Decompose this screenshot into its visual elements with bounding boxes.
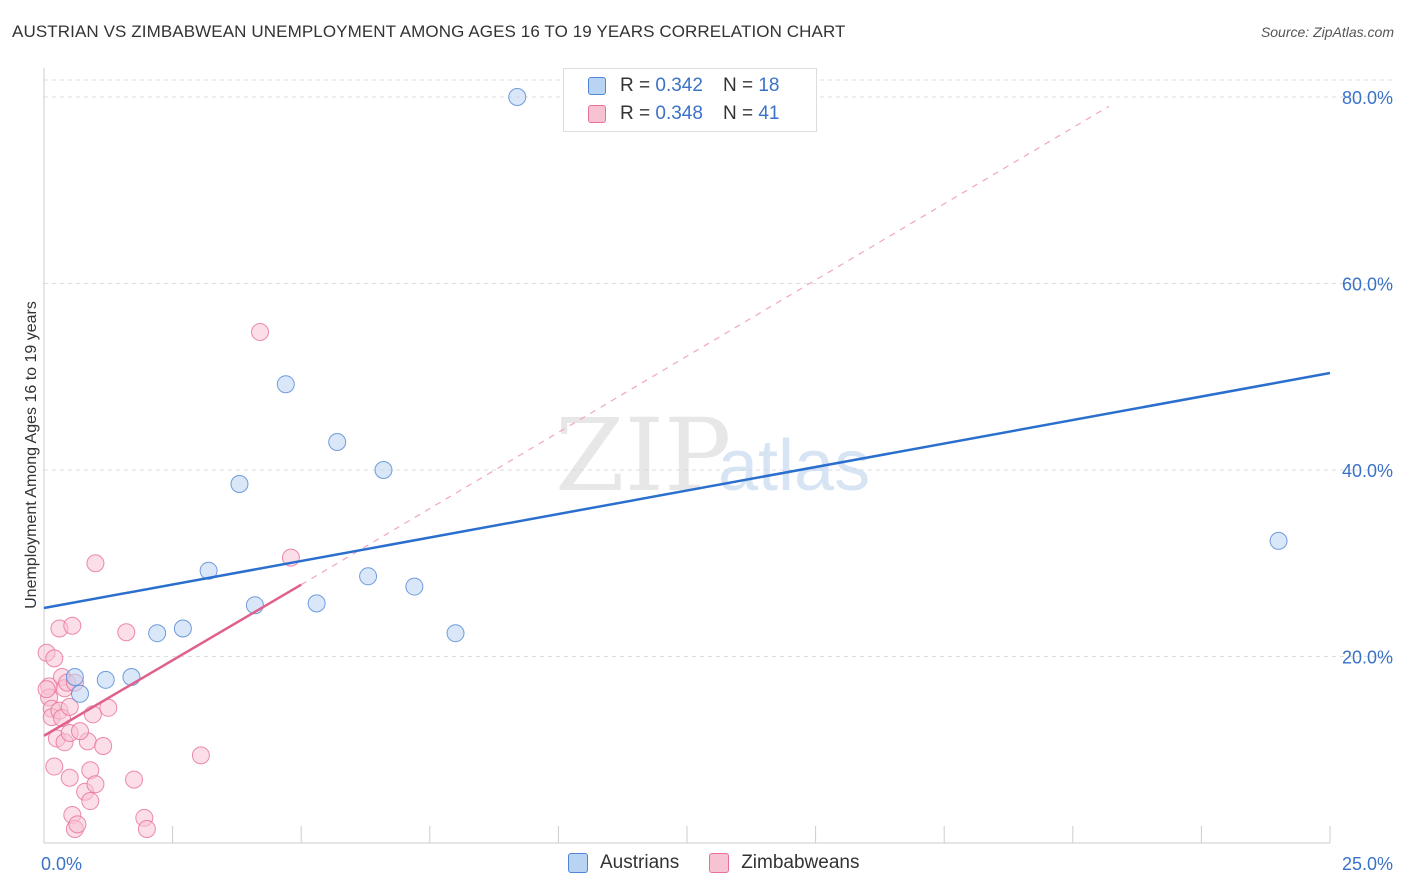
series-legend-austrians: Austrians: [568, 852, 679, 874]
point-zimbabweans: [60, 768, 79, 787]
trend-extension-zimbabweans: [300, 105, 1110, 586]
point-zimbabweans: [45, 757, 64, 776]
series-label-zimbabweans: Zimbabweans: [741, 852, 860, 873]
legend-row-austrians: R = 0.342 N = 18: [588, 74, 779, 98]
point-zimbabweans: [94, 737, 113, 756]
legend-r-value-austrians: 0.342: [655, 75, 703, 96]
point-zimbabweans: [63, 616, 82, 635]
point-austrians: [446, 624, 465, 643]
point-austrians: [199, 561, 218, 580]
y-tick-label: 80.0%: [1342, 88, 1393, 108]
point-austrians: [230, 474, 249, 493]
point-austrians: [405, 577, 424, 596]
point-zimbabweans: [86, 554, 105, 573]
point-austrians: [1269, 531, 1288, 550]
point-austrians: [276, 375, 295, 394]
point-zimbabweans: [191, 746, 210, 765]
point-zimbabweans: [68, 815, 87, 834]
watermark-atlas: atlas: [718, 426, 870, 506]
legend-row-zimbabweans: R = 0.348 N = 41: [588, 102, 779, 126]
point-zimbabweans: [71, 722, 90, 741]
point-zimbabweans: [137, 820, 156, 839]
point-zimbabweans: [125, 770, 144, 789]
legend-swatch-austrians: [588, 77, 606, 95]
watermark-zip: ZIP: [555, 397, 731, 514]
chart-title: AUSTRIAN VS ZIMBABWEAN UNEMPLOYMENT AMON…: [12, 22, 846, 41]
series-legend: Austrians Zimbabweans: [568, 852, 889, 874]
point-austrians: [307, 594, 326, 613]
y-tick-label: 20.0%: [1342, 648, 1393, 668]
point-austrians: [508, 88, 527, 106]
trend-line-zimbabweans: [43, 583, 302, 737]
point-zimbabweans: [81, 792, 100, 811]
legend-n-value-zimbabweans: 41: [758, 103, 780, 124]
point-zimbabweans: [117, 623, 136, 642]
legend-n-value-austrians: 18: [758, 75, 780, 96]
point-zimbabweans: [60, 697, 79, 716]
x-tick-label: 0.0%: [41, 854, 82, 874]
point-austrians: [374, 461, 393, 479]
point-austrians: [359, 567, 378, 586]
legend-r-label-zimbabweans: R =: [620, 103, 651, 124]
series-swatch-zimbabweans: [709, 853, 730, 873]
point-austrians: [71, 684, 90, 703]
series-legend-zimbabweans: Zimbabweans: [709, 852, 859, 874]
point-austrians: [96, 670, 115, 689]
point-austrians: [173, 619, 192, 638]
source-label: Source: ZipAtlas.com: [1260, 24, 1394, 40]
x-tick-label: 25.0%: [1342, 854, 1393, 874]
legend-r-value-zimbabweans: 0.348: [655, 103, 703, 124]
point-austrians: [328, 433, 347, 452]
point-zimbabweans: [86, 775, 105, 794]
trend-line-austrians: [43, 371, 1331, 610]
legend-swatch-zimbabweans: [588, 105, 606, 123]
y-tick-label: 60.0%: [1342, 275, 1393, 295]
legend-n-label-zimbabweans: N =: [722, 103, 754, 124]
point-zimbabweans: [37, 680, 56, 699]
point-austrians: [65, 668, 84, 687]
y-tick-label: 40.0%: [1342, 461, 1393, 481]
legend-n-label-austrians: N =: [722, 75, 754, 96]
point-zimbabweans: [251, 322, 270, 341]
legend-r-label-austrians: R =: [620, 75, 651, 96]
point-austrians: [148, 624, 167, 643]
point-zimbabweans: [45, 649, 64, 668]
series-label-austrians: Austrians: [600, 852, 680, 873]
series-swatch-austrians: [568, 853, 588, 873]
correlation-legend: R = 0.342 N = 18 R = 0.348 N = 41: [563, 68, 817, 132]
